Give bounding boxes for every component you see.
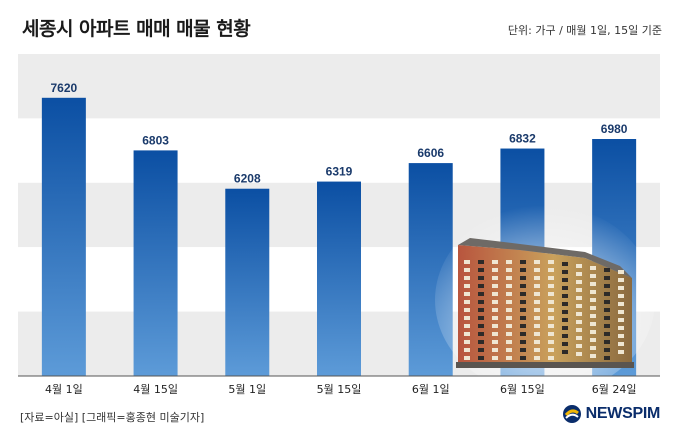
bar-value-label: 7620 [51, 81, 78, 95]
unit-note: 단위: 가구 / 매월 1일, 15일 기준 [507, 24, 662, 37]
x-tick-label: 6월 15일 [500, 382, 545, 396]
bar-value-label: 6803 [142, 133, 169, 147]
x-tick-label: 6월 24일 [592, 382, 637, 396]
grid-band [18, 118, 660, 183]
brand-name: NEWSPIM [585, 405, 661, 422]
bar-value-label: 6319 [326, 165, 353, 179]
x-tick-label: 4월 1일 [45, 382, 83, 396]
x-tick-label: 5월 1일 [228, 382, 266, 396]
bar [133, 150, 178, 376]
x-tick-label: 5월 15일 [317, 382, 362, 396]
bar-value-label: 6980 [601, 122, 628, 136]
x-tick-label: 6월 1일 [412, 382, 450, 396]
grid-band [18, 54, 660, 119]
bar-value-label: 6606 [417, 146, 444, 160]
source-note: [자료=아실] [그래픽=홍종현 미술기자] [20, 411, 205, 424]
x-axis-labels: 4월 1일 4월 15일 5월 1일 5월 15일 6월 1일 6월 15일 6월 24일 [45, 382, 637, 396]
bar [41, 97, 86, 377]
brand-logo: NEWSPIM [562, 404, 660, 424]
chart-title: 세종시 아파트 매매 매물 현황 [22, 18, 251, 40]
apartment-building-illustration [435, 205, 655, 395]
bar [225, 188, 270, 376]
bar [317, 181, 361, 376]
bar-value-label: 6832 [509, 132, 536, 146]
newspim-logo-icon [562, 405, 581, 423]
x-tick-label: 4월 15일 [133, 382, 178, 396]
bar-value-label: 6208 [234, 172, 261, 186]
